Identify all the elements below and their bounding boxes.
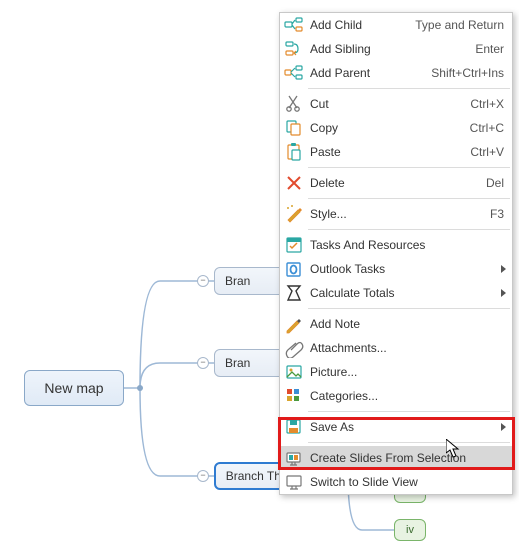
toggle-branch-one[interactable]: − [197,275,209,287]
menu-item-shortcut: Ctrl+C [470,121,504,135]
menu-item-label: Paste [310,145,458,159]
node-branch-two-label: Bran [225,356,250,370]
menu-item-picture[interactable]: Picture... [280,360,512,384]
node-root[interactable]: New map [24,370,124,406]
cut-icon [284,94,304,114]
node-leaf-iv[interactable]: iv [394,519,426,541]
menu-item-label: Tasks And Resources [310,238,504,252]
menu-item-create-slides-from-selection[interactable]: Create Slides From Selection [280,446,512,470]
menu-separator [308,442,510,443]
menu-item-label: Copy [310,121,458,135]
menu-item-label: Style... [310,207,478,221]
submenu-arrow-icon [501,265,506,273]
submenu-arrow-icon [501,289,506,297]
menu-item-label: Picture... [310,365,504,379]
menu-item-save-as[interactable]: Save As [280,415,512,439]
add-sibling-icon [284,39,304,59]
copy-icon [284,118,304,138]
menu-item-add-sibling[interactable]: Add Sibling Enter [280,37,512,61]
menu-item-categories[interactable]: Categories... [280,384,512,408]
add-parent-icon [284,63,304,83]
menu-item-switch-to-slide-view[interactable]: Switch to Slide View [280,470,512,494]
menu-item-label: Calculate Totals [310,286,504,300]
outlook-icon [284,259,304,279]
menu-item-label: Outlook Tasks [310,262,504,276]
menu-item-shortcut: Del [486,176,504,190]
menu-item-add-child[interactable]: Add Child Type and Return [280,13,512,37]
menu-item-label: Categories... [310,389,504,403]
menu-item-cut[interactable]: Cut Ctrl+X [280,92,512,116]
menu-item-label: Cut [310,97,458,111]
menu-item-shortcut: Type and Return [415,18,504,32]
junction-dot [137,385,143,391]
menu-item-shortcut: Ctrl+V [470,145,504,159]
menu-item-label: Add Sibling [310,42,463,56]
menu-item-label: Add Parent [310,66,419,80]
menu-item-tasks-and-resources[interactable]: Tasks And Resources [280,233,512,257]
note-icon [284,314,304,334]
menu-item-add-note[interactable]: Add Note [280,312,512,336]
menu-item-label: Add Child [310,18,403,32]
menu-separator [308,411,510,412]
menu-item-label: Delete [310,176,474,190]
saveas-icon [284,417,304,437]
menu-item-attachments[interactable]: Attachments... [280,336,512,360]
node-branch-one-label: Bran [225,274,250,288]
style-icon [284,204,304,224]
delete-icon [284,173,304,193]
menu-separator [308,167,510,168]
menu-item-calculate-totals[interactable]: Calculate Totals [280,281,512,305]
menu-item-style[interactable]: Style... F3 [280,202,512,226]
menu-item-add-parent[interactable]: Add Parent Shift+Ctrl+Ins [280,61,512,85]
menu-item-paste[interactable]: Paste Ctrl+V [280,140,512,164]
menu-item-label: Attachments... [310,341,504,355]
node-leaf-iv-label: iv [406,524,414,536]
slides-icon [284,448,304,468]
menu-item-shortcut: Enter [475,42,504,56]
menu-item-outlook-tasks[interactable]: Outlook Tasks [280,257,512,281]
menu-item-shortcut: F3 [490,207,504,221]
menu-separator [308,229,510,230]
menu-item-shortcut: Shift+Ctrl+Ins [431,66,504,80]
calc-icon [284,283,304,303]
picture-icon [284,362,304,382]
menu-item-label: Add Note [310,317,504,331]
toggle-branch-three[interactable]: − [197,470,209,482]
menu-item-label: Switch to Slide View [310,475,504,489]
submenu-arrow-icon [501,423,506,431]
menu-item-label: Create Slides From Selection [310,451,504,465]
menu-item-copy[interactable]: Copy Ctrl+C [280,116,512,140]
node-root-label: New map [44,380,103,396]
menu-item-delete[interactable]: Delete Del [280,171,512,195]
tasks-icon [284,235,304,255]
context-menu: Add Child Type and Return Add Sibling Ente… [279,12,513,495]
menu-item-shortcut: Ctrl+X [470,97,504,111]
slideview-icon [284,472,304,492]
attach-icon [284,338,304,358]
menu-separator [308,198,510,199]
menu-separator [308,88,510,89]
menu-separator [308,308,510,309]
toggle-branch-two[interactable]: − [197,357,209,369]
categories-icon [284,386,304,406]
paste-icon [284,142,304,162]
add-child-icon [284,15,304,35]
menu-item-label: Save As [310,420,504,434]
